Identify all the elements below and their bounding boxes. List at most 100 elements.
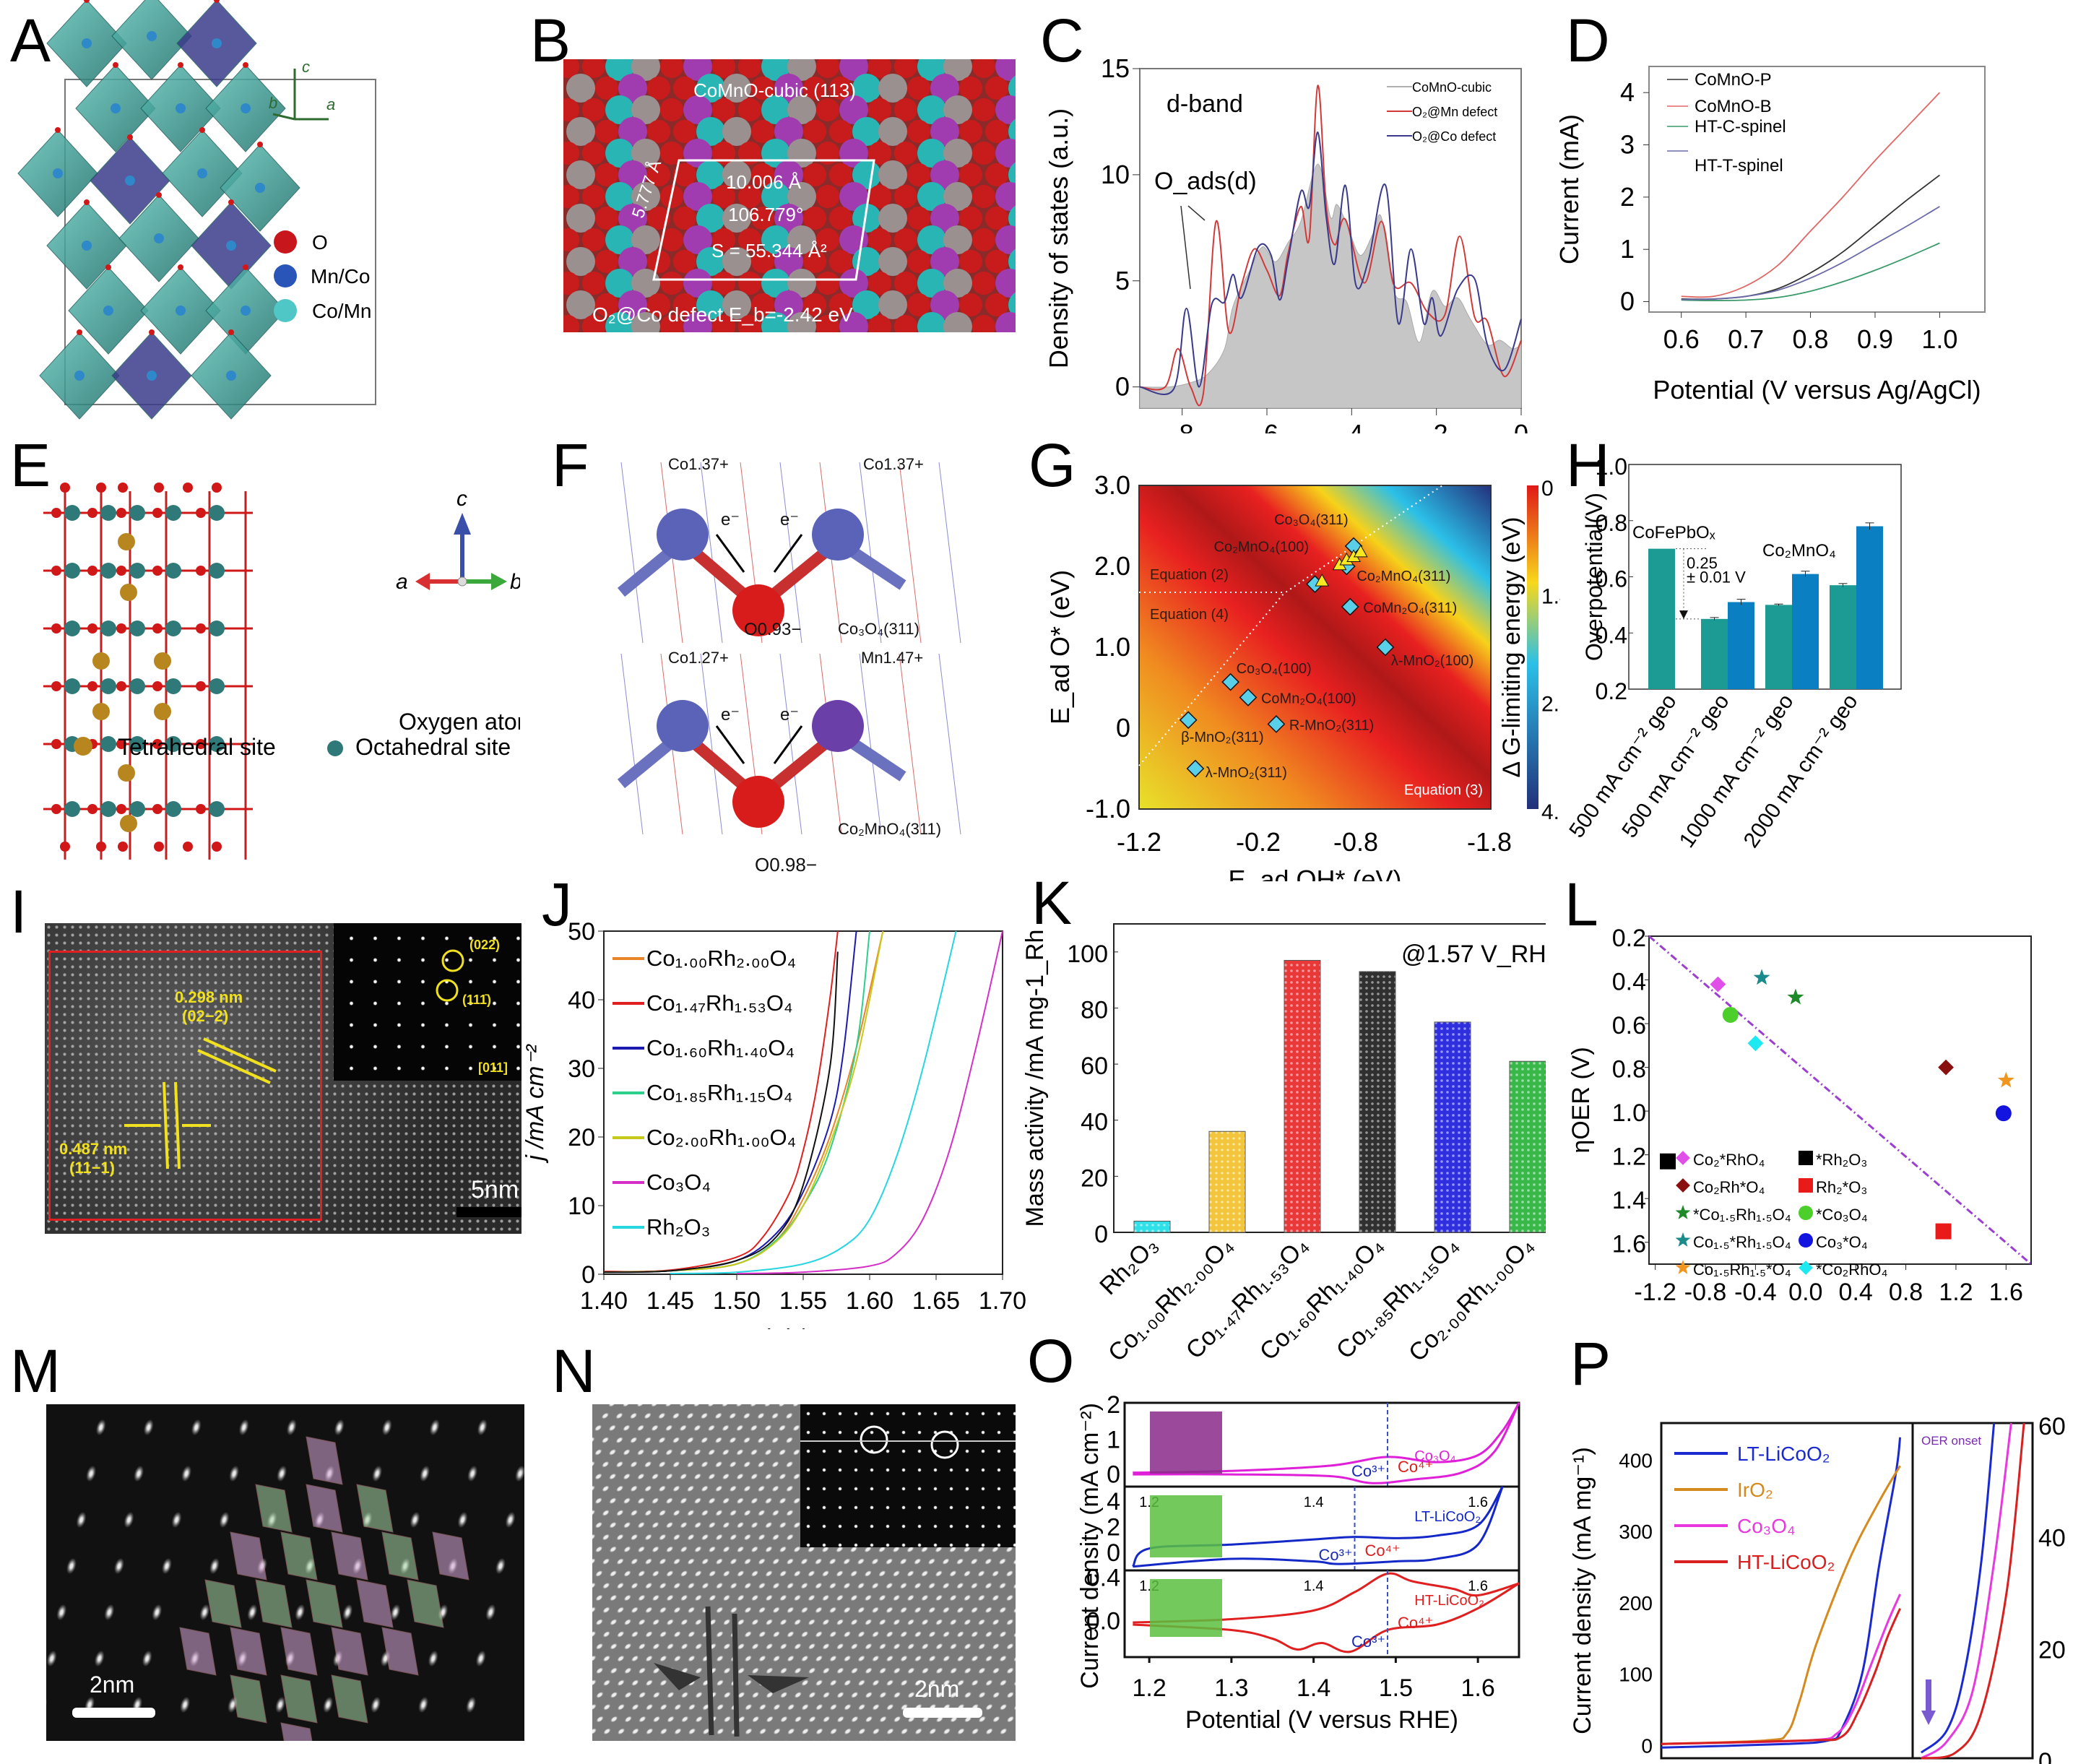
polyhedron-tile (432, 1531, 469, 1581)
octahedral-atom (165, 736, 181, 752)
atom (1008, 162, 1016, 188)
fft-inset (800, 1404, 1016, 1547)
octahedral-atom (100, 736, 116, 752)
panel-o: O 0 1 2 Co₃O₄ Co³⁺ Co⁴⁺ 0 2 4 LT-LiCoO₂ Co³⁺ Co⁴⁺ 1.… (1026, 1331, 1546, 1764)
series-line-1 (1661, 1465, 1901, 1745)
cation-atom (226, 241, 236, 251)
annotation: Co⁴⁺ (1398, 1458, 1433, 1476)
atom (566, 247, 595, 276)
y-tick-label: 400 (1619, 1449, 1653, 1471)
panel-b: B CoMnO-cubic (113) 10.006 Å 106.779° S … (520, 0, 1040, 433)
x-tick-label: 1.3 (1214, 1674, 1248, 1702)
lattice-line (859, 653, 882, 835)
series-line-3 (1681, 206, 1940, 301)
panel-label: C (1040, 7, 1084, 74)
octahedral-atom (64, 801, 80, 817)
atom (563, 59, 579, 78)
atom (943, 225, 972, 254)
legend-label: Co₁.₄₇Rh₁.₅₃O₄ (646, 990, 793, 1016)
series-line-0 (1661, 1437, 1902, 1749)
atom (774, 117, 803, 146)
atom (751, 163, 774, 186)
axis-triad (272, 69, 329, 121)
top-surface: Co₃O₄(311) (838, 620, 919, 638)
atom (829, 207, 852, 230)
atom (894, 142, 917, 165)
atom (647, 163, 670, 186)
cation-atom (125, 176, 135, 186)
atom (631, 182, 660, 211)
colorbar-tick: 4.2 (1541, 800, 1560, 824)
atom (582, 185, 605, 208)
octahedral-atom (209, 621, 225, 636)
atom (605, 312, 634, 332)
x-tick-label: 1.6 (1460, 1674, 1494, 1702)
atom (816, 315, 839, 332)
y-tick-label: 10 (568, 1193, 595, 1220)
oxygen-atom (196, 804, 206, 814)
atom (816, 59, 839, 78)
mass-activity-bar-chart: 0 20 40 60 80 100 Mass activity /mA mg-1_Rh @1.… (1021, 923, 1546, 1367)
atom (894, 272, 917, 295)
y-tick-label: 1 (1107, 1426, 1120, 1453)
atom (582, 59, 605, 78)
oxygen-atom (87, 804, 98, 814)
atom (878, 160, 907, 189)
oxygen-atom (60, 483, 70, 493)
data-point (1186, 759, 1205, 778)
y-tick-label: 100 (1619, 1664, 1653, 1686)
cation-atom (812, 509, 864, 561)
octahedral-atom (129, 505, 145, 521)
panel-label: D (1566, 7, 1610, 74)
axis-b-label: b (510, 570, 520, 594)
y-axis-label: Mass activity /mA mg-1_Rh (1021, 930, 1049, 1227)
atom (595, 163, 618, 186)
legend-o-swatch (274, 230, 297, 254)
atom (563, 228, 579, 251)
octahedral-atom (209, 736, 225, 752)
y-tick-label: 1 (1620, 234, 1635, 264)
bar (1208, 1130, 1246, 1233)
atom (972, 228, 995, 251)
marker (1799, 1261, 1813, 1275)
octahedral-swatch (327, 740, 343, 756)
oxygen-atom (257, 142, 263, 147)
atom (582, 228, 605, 251)
atom (595, 77, 618, 100)
y-axis-label: ηOER (V) (1567, 1047, 1595, 1153)
x-tick-label: 0.9 (1857, 324, 1893, 354)
colorbar-label: Δ G-limiting energy (eV) (1498, 517, 1525, 778)
panel-g: G Co₃O₄(311) Co₂MnO₄(100) Co₂MnO₄(311) CoMn… (1029, 433, 1560, 881)
atom (943, 312, 972, 332)
arrow-left (654, 1663, 701, 1690)
atom (738, 185, 761, 208)
annotation: Co⁴⁺ (1365, 1542, 1401, 1560)
bar (1648, 548, 1675, 689)
y-tick-label: 1.6 (1612, 1231, 1646, 1258)
annotation: OER onset (1921, 1434, 1981, 1448)
atom (816, 98, 839, 121)
panel-d: D 0.6 0.7 0.8 0.9 1.0 0 1 2 3 4 Potential (V versu… (1546, 0, 2086, 433)
lattice-line (899, 653, 922, 835)
polyhedron-tile (331, 1627, 368, 1676)
cell-area: S = 55.344 Å² (711, 240, 827, 261)
y-tick-label: 0.6 (1612, 1012, 1646, 1039)
oxygen-atom (51, 739, 61, 749)
atom (647, 120, 670, 143)
atom (582, 315, 605, 332)
x-tick-label: 1.2 (1939, 1279, 1973, 1306)
cation-atom (103, 306, 113, 316)
x-axis-label: ΔG*HOO−ΔG*O (eV) (1723, 1328, 1956, 1329)
lattice-line (700, 653, 723, 835)
cv-reverse (1133, 1402, 1520, 1484)
atom (839, 182, 868, 211)
atom (917, 269, 946, 298)
lattice-line (620, 653, 644, 835)
y-tick-label: 2 (1107, 1391, 1120, 1419)
atom (660, 59, 683, 78)
y2-tick-label: 60 (2038, 1413, 2066, 1440)
cation-atom (147, 31, 157, 41)
panel-j: J 1.40 1.45 1.50 1.55 1.60 1.65 1.70 0 10 20 30 40 5… (520, 874, 1026, 1329)
atom (839, 95, 868, 124)
